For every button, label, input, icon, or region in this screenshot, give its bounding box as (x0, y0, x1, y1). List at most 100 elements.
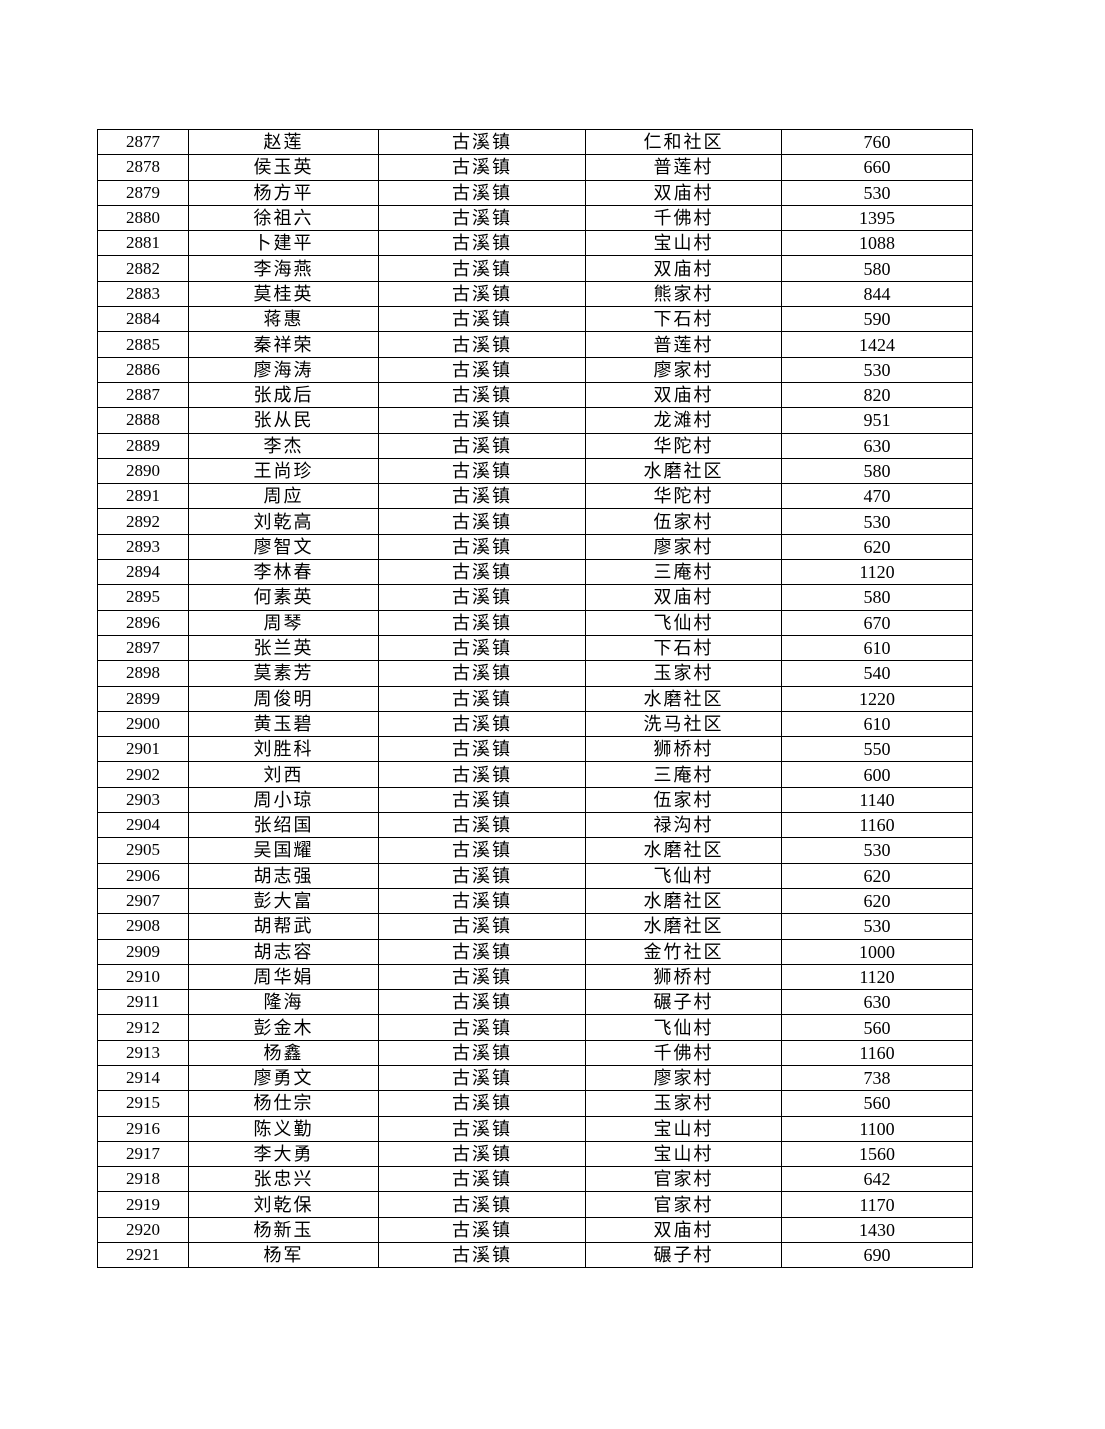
row-number-cell: 2915 (97, 1090, 189, 1117)
data-table: 2877 赵莲 古溪镇 仁和社区 760 2878 侯玉英 古溪镇 普莲村 660 2879 杨方平古… (97, 128, 973, 1269)
person-name-cell: 张忠兴 (188, 1166, 379, 1193)
amount-cell: 1160 (781, 812, 973, 839)
table-row: 2894 李林春 古溪镇 三庵村 1120 (97, 559, 973, 586)
village-cell: 水磨社区 (585, 913, 782, 940)
table-row: 2900 黄玉碧 古溪镇 洗马社区 610 (97, 710, 973, 738)
table-row: 2910 周华娟 古溪镇 狮桥村 1120 (97, 963, 973, 991)
row-number-cell: 2884 (97, 306, 189, 333)
amount-cell: 530 (781, 356, 973, 383)
town-cell: 古溪镇 (378, 508, 586, 535)
amount-cell: 1560 (781, 1140, 973, 1168)
row-number-cell: 2895 (97, 584, 189, 611)
town-cell: 古溪镇 (378, 938, 586, 965)
row-number-cell: 2920 (97, 1216, 189, 1244)
town-cell: 古溪镇 (378, 710, 586, 738)
table-row: 2919 刘乾保 古溪镇 官家村 1170 (97, 1191, 973, 1218)
table-row: 2903 周小琼 古溪镇 伍家村 1140 (97, 786, 973, 814)
village-cell: 碾子村 (585, 989, 782, 1016)
village-cell: 宝山村 (585, 1115, 782, 1142)
amount-cell: 1000 (781, 938, 973, 965)
person-name-cell: 李大勇 (188, 1140, 379, 1168)
table-row: 2911 隆海 古溪镇 碾子村 630 (97, 989, 973, 1016)
person-name-cell: 廖海涛 (188, 356, 379, 383)
town-cell: 古溪镇 (378, 432, 586, 459)
village-cell: 伍家村 (585, 508, 782, 535)
row-number-cell: 2896 (97, 609, 189, 636)
table-row: 2885 秦祥荣 古溪镇 普莲村 1424 (97, 331, 973, 358)
village-cell: 宝山村 (585, 1140, 782, 1168)
town-cell: 古溪镇 (378, 660, 586, 687)
table-row: 2887 张成后 古溪镇 双庙村 820 (97, 381, 973, 409)
village-cell: 双庙村 (585, 179, 782, 206)
amount-cell: 610 (781, 634, 973, 662)
town-cell: 古溪镇 (378, 255, 586, 282)
row-number-cell: 2878 (97, 154, 189, 181)
table-row: 2902 刘西 古溪镇 三庵村 600 (97, 761, 973, 788)
town-cell: 古溪镇 (378, 381, 586, 409)
amount-cell: 590 (781, 306, 973, 333)
town-cell: 古溪镇 (378, 634, 586, 662)
person-name-cell: 莫桂英 (188, 280, 379, 308)
person-name-cell: 李林春 (188, 559, 379, 586)
person-name-cell: 秦祥荣 (188, 331, 379, 358)
person-name-cell: 胡志强 (188, 862, 379, 889)
table-row: 2915 杨仕宗 古溪镇 玉家村 560 (97, 1090, 973, 1117)
row-number-cell: 2911 (97, 989, 189, 1016)
village-cell: 三庵村 (585, 761, 782, 788)
person-name-cell: 周应 (188, 483, 379, 510)
town-cell: 古溪镇 (378, 331, 586, 358)
amount-cell: 1140 (781, 786, 973, 814)
person-name-cell: 侯玉英 (188, 154, 379, 181)
row-number-cell: 2889 (97, 432, 189, 459)
table-row: 2886 廖海涛 古溪镇 廖家村 530 (97, 356, 973, 383)
row-number-cell: 2888 (97, 407, 189, 434)
row-number-cell: 2901 (97, 736, 189, 763)
table-row: 2891 周应 古溪镇 华陀村 470 (97, 483, 973, 510)
row-number-cell: 2906 (97, 862, 189, 889)
row-number-cell: 2917 (97, 1140, 189, 1168)
person-name-cell: 刘乾保 (188, 1191, 379, 1218)
person-name-cell: 莫素芳 (188, 660, 379, 687)
row-number-cell: 2879 (97, 179, 189, 206)
row-number-cell: 2893 (97, 533, 189, 561)
row-number-cell: 2892 (97, 508, 189, 535)
amount-cell: 630 (781, 989, 973, 1016)
amount-cell: 660 (781, 154, 973, 181)
amount-cell: 1088 (781, 230, 973, 257)
table-row: 2883 莫桂英 古溪镇 熊家村 844 (97, 280, 973, 308)
amount-cell: 620 (781, 533, 973, 561)
row-number-cell: 2902 (97, 761, 189, 788)
town-cell: 古溪镇 (378, 609, 586, 636)
row-number-cell: 2910 (97, 963, 189, 991)
village-cell: 熊家村 (585, 280, 782, 308)
table-row: 2908 胡帮武 古溪镇 水磨社区 530 (97, 913, 973, 940)
amount-cell: 560 (781, 1090, 973, 1117)
town-cell: 古溪镇 (378, 989, 586, 1016)
table-row: 2892 刘乾高 古溪镇 伍家村 530 (97, 508, 973, 535)
row-number-cell: 2877 (97, 128, 189, 156)
row-number-cell: 2918 (97, 1166, 189, 1193)
town-cell: 古溪镇 (378, 230, 586, 257)
village-cell: 玉家村 (585, 1090, 782, 1117)
village-cell: 宝山村 (585, 230, 782, 257)
table-row: 2888 张从民 古溪镇 龙滩村 951 (97, 407, 973, 434)
village-cell: 飞仙村 (585, 1014, 782, 1041)
row-number-cell: 2880 (97, 204, 189, 232)
person-name-cell: 廖勇文 (188, 1064, 379, 1092)
village-cell: 龙滩村 (585, 407, 782, 434)
village-cell: 千佛村 (585, 1039, 782, 1066)
table-row: 2904 张绍国 古溪镇 禄沟村 1160 (97, 812, 973, 839)
village-cell: 水磨社区 (585, 837, 782, 864)
row-number-cell: 2891 (97, 483, 189, 510)
table-row: 2914 廖勇文 古溪镇 廖家村 738 (97, 1064, 973, 1092)
person-name-cell: 赵莲 (188, 128, 379, 156)
town-cell: 古溪镇 (378, 306, 586, 333)
table-row: 2878 侯玉英 古溪镇 普莲村 660 (97, 154, 973, 181)
village-cell: 碾子村 (585, 1242, 782, 1269)
person-name-cell: 刘胜科 (188, 736, 379, 763)
village-cell: 普莲村 (585, 331, 782, 358)
amount-cell: 1220 (781, 685, 973, 712)
town-cell: 古溪镇 (378, 736, 586, 763)
person-name-cell: 隆海 (188, 989, 379, 1016)
table-row: 2918 张忠兴 古溪镇 官家村 642 (97, 1166, 973, 1193)
